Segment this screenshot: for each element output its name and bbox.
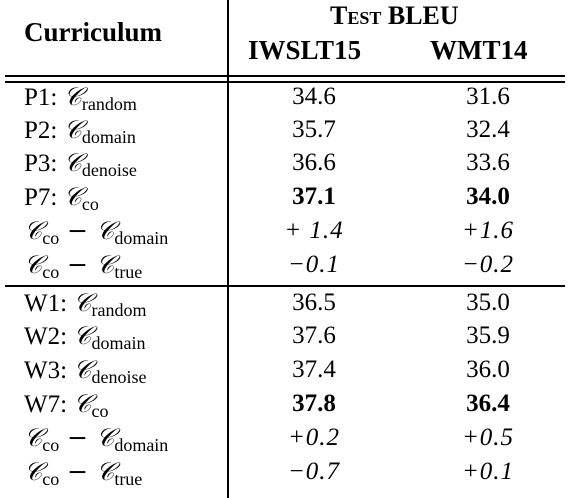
difference-operator: − 𝒞	[59, 457, 115, 486]
curriculum-subscript-2: true	[114, 469, 143, 489]
section-rule	[5, 285, 565, 287]
row-label: 𝒞co − 𝒞true	[24, 252, 142, 281]
difference-operator: − 𝒞	[59, 250, 115, 279]
row-label: W7: 𝒞co	[24, 391, 109, 420]
wmt14-value: −0.2	[461, 251, 515, 278]
row-label: W1: 𝒞random	[24, 290, 147, 319]
row-label: P2: 𝒞domain	[24, 117, 136, 146]
curriculum-subscript: co	[42, 228, 60, 248]
iwslt15-value: −0.7	[287, 458, 341, 485]
iwslt15-value: −0.1	[287, 251, 341, 278]
header-test-bleu: Test BLEU	[330, 3, 459, 29]
wmt14-value: 34.0	[466, 183, 510, 210]
iwslt15-value: +0.2	[287, 424, 341, 451]
curriculum-subscript: random	[91, 300, 147, 320]
iwslt15-value: + 1.4	[284, 217, 344, 244]
header-iwslt15: IWSLT15	[248, 35, 362, 65]
row-label: P7: 𝒞co	[24, 184, 99, 213]
iwslt15-value: 37.1	[292, 183, 336, 210]
curriculum-subscript: denoise	[81, 160, 137, 180]
row-prefix: P2:	[24, 117, 64, 144]
curriculum-symbol: 𝒞	[24, 457, 43, 486]
double-rule-top	[5, 75, 565, 77]
curriculum-symbol: 𝒞	[63, 115, 82, 144]
row-label: P3: 𝒞denoise	[24, 150, 137, 179]
wmt14-value: 35.9	[466, 322, 510, 349]
curriculum-symbol: 𝒞	[73, 321, 92, 350]
row-label: 𝒞co − 𝒞domain	[24, 425, 168, 454]
curriculum-subscript: co	[42, 435, 60, 455]
wmt14-value: 35.0	[466, 289, 510, 316]
wmt14-value: 31.6	[466, 83, 510, 110]
vertical-rule	[227, 0, 229, 498]
row-prefix: W3:	[24, 357, 74, 384]
row-prefix: W2:	[24, 323, 74, 350]
curriculum-subscript-2: domain	[114, 228, 169, 248]
curriculum-subscript-2: domain	[114, 435, 169, 455]
curriculum-subscript: denoise	[91, 367, 147, 387]
wmt14-value: +1.6	[461, 217, 515, 244]
header-wmt14: WMT14	[430, 35, 528, 65]
row-label: 𝒞co − 𝒞true	[24, 459, 142, 488]
curriculum-symbol: 𝒞	[24, 423, 43, 452]
difference-operator: − 𝒞	[59, 423, 115, 452]
row-label: 𝒞co − 𝒞domain	[24, 218, 168, 247]
curriculum-symbol: 𝒞	[63, 82, 82, 111]
curriculum-symbol: 𝒞	[73, 389, 92, 418]
curriculum-subscript: co	[91, 401, 109, 421]
curriculum-subscript: domain	[91, 333, 146, 353]
curriculum-symbol: 𝒞	[24, 250, 43, 279]
row-prefix: P7:	[24, 184, 64, 211]
wmt14-value: 33.6	[466, 149, 510, 176]
iwslt15-value: 34.6	[292, 83, 336, 110]
curriculum-subscript: random	[81, 94, 137, 114]
curriculum-subscript: co	[42, 469, 60, 489]
header-curriculum: Curriculum	[24, 17, 162, 47]
curriculum-symbol: 𝒞	[73, 355, 92, 384]
double-rule-bottom	[5, 81, 565, 83]
curriculum-subscript: domain	[81, 127, 136, 147]
curriculum-subscript: co	[81, 194, 99, 214]
iwslt15-value: 36.6	[292, 149, 336, 176]
wmt14-value: +0.1	[461, 458, 515, 485]
row-prefix: W7:	[24, 391, 74, 418]
curriculum-symbol: 𝒞	[73, 288, 92, 317]
test-bleu-label: Test BLEU	[330, 1, 459, 30]
curriculum-subscript-2: true	[114, 262, 143, 282]
row-prefix: P1:	[24, 84, 64, 111]
wmt14-value: 36.0	[466, 356, 510, 383]
iwslt15-value: 37.6	[292, 322, 336, 349]
row-label: P1: 𝒞random	[24, 84, 137, 113]
curriculum-symbol: 𝒞	[63, 148, 82, 177]
curriculum-symbol: 𝒞	[24, 216, 43, 245]
row-prefix: P3:	[24, 150, 64, 177]
row-prefix: W1:	[24, 290, 74, 317]
curriculum-subscript: co	[42, 262, 60, 282]
curriculum-symbol: 𝒞	[63, 182, 82, 211]
difference-operator: − 𝒞	[59, 216, 115, 245]
iwslt15-value: 37.8	[292, 390, 336, 417]
iwslt15-value: 37.4	[292, 356, 336, 383]
iwslt15-value: 36.5	[292, 289, 336, 316]
wmt14-value: 32.4	[466, 116, 510, 143]
row-label: W3: 𝒞denoise	[24, 357, 147, 386]
wmt14-value: +0.5	[461, 424, 515, 451]
wmt14-value: 36.4	[466, 390, 510, 417]
row-label: W2: 𝒞domain	[24, 323, 146, 352]
iwslt15-value: 35.7	[292, 116, 336, 143]
